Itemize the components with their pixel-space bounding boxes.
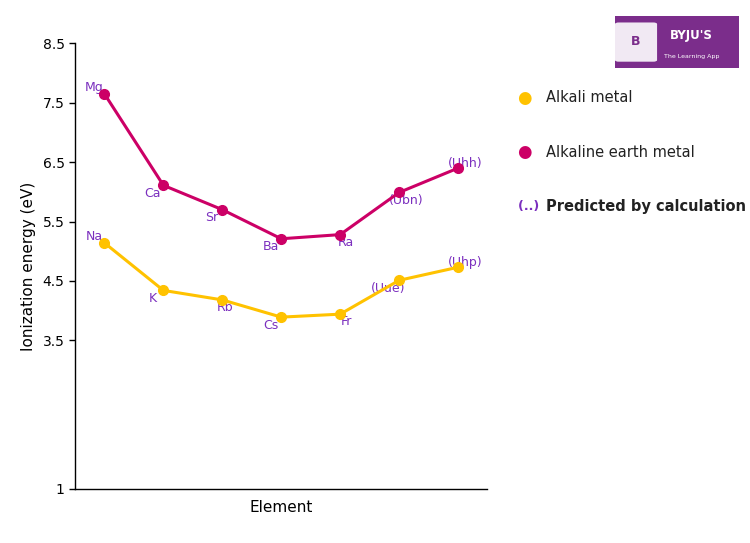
Text: The Learning App: The Learning App — [664, 54, 719, 59]
Text: Alkali metal: Alkali metal — [546, 90, 632, 105]
Text: (Ubn): (Ubn) — [388, 194, 424, 207]
Text: Ba: Ba — [262, 240, 279, 253]
FancyBboxPatch shape — [610, 14, 744, 70]
Text: Sr: Sr — [206, 211, 218, 224]
Text: Predicted by calculation: Predicted by calculation — [546, 199, 746, 214]
Text: (Uhh): (Uhh) — [448, 157, 482, 170]
Text: Mg: Mg — [85, 81, 104, 94]
Text: Cs: Cs — [263, 319, 278, 332]
Text: Fr: Fr — [340, 315, 352, 329]
Text: Rb: Rb — [217, 301, 233, 314]
Text: Ra: Ra — [338, 236, 354, 249]
Text: B: B — [632, 35, 640, 48]
Text: (Uue): (Uue) — [371, 282, 406, 295]
Text: Na: Na — [86, 230, 103, 243]
Text: (..): (..) — [518, 200, 543, 213]
X-axis label: Element: Element — [250, 500, 313, 515]
Text: BYJU'S: BYJU'S — [670, 29, 713, 42]
Text: Alkaline earth metal: Alkaline earth metal — [546, 144, 694, 160]
FancyBboxPatch shape — [615, 22, 657, 62]
Text: ●: ● — [518, 89, 532, 107]
Y-axis label: Ionization energy (eV): Ionization energy (eV) — [21, 181, 36, 351]
Text: K: K — [148, 292, 157, 305]
Text: Ca: Ca — [145, 187, 161, 199]
Text: (Uhp): (Uhp) — [448, 256, 482, 269]
Text: ●: ● — [518, 143, 532, 161]
